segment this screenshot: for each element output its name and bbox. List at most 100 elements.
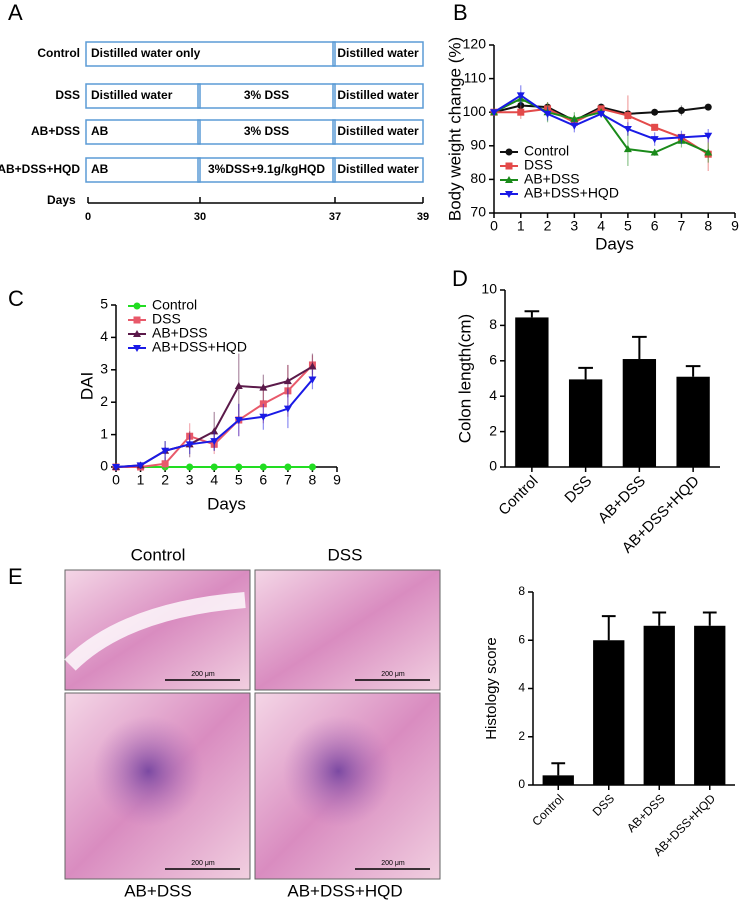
y-tick-label: 100 xyxy=(463,103,487,119)
legend-label: DSS xyxy=(152,311,181,327)
schedule-cell xyxy=(332,83,424,109)
marker xyxy=(235,463,243,471)
legend-label: DSS xyxy=(524,157,553,173)
marker xyxy=(186,463,194,471)
day-tick-label: 39 xyxy=(417,211,429,223)
bar xyxy=(622,359,657,467)
bar xyxy=(676,376,710,467)
x-tick-label: 6 xyxy=(651,218,659,234)
x-axis-label: Days xyxy=(595,234,634,253)
marker xyxy=(234,382,243,389)
schedule-cell xyxy=(332,41,424,67)
error-bar xyxy=(578,366,593,380)
cell-text: 3%DSS+9.1g/kgHQD xyxy=(208,162,325,176)
marker xyxy=(516,92,525,100)
marker xyxy=(543,110,552,118)
row-label: AB+DSS+HQD xyxy=(0,162,80,176)
y-tick-label: 8 xyxy=(518,584,525,598)
schedule-cell xyxy=(85,41,336,67)
y-tick-label: 8 xyxy=(489,316,497,332)
day-tick-label: 30 xyxy=(194,211,206,223)
panel-letter: B xyxy=(453,0,468,25)
bar xyxy=(643,625,675,785)
marker xyxy=(161,447,170,455)
schedule-cell xyxy=(85,83,201,109)
y-axis-label: DAI xyxy=(77,372,96,400)
y-axis-label: Colon length(cm) xyxy=(455,314,474,443)
legend-marker xyxy=(133,302,141,310)
x-tick-label: 8 xyxy=(704,218,712,234)
marker xyxy=(677,107,685,115)
marker xyxy=(570,122,579,130)
x-tick-label: 0 xyxy=(490,218,498,234)
y-tick-label: 0 xyxy=(489,458,497,474)
bar xyxy=(515,317,549,467)
y-tick-label: 70 xyxy=(470,204,486,220)
marker xyxy=(623,126,632,133)
marker xyxy=(283,405,292,413)
x-tick-label: 1 xyxy=(137,472,145,488)
bar xyxy=(542,775,574,785)
y-tick-label: 6 xyxy=(489,352,497,368)
x-tick-label: Control xyxy=(529,791,566,828)
schedule-cell xyxy=(85,157,201,183)
image-label: AB+DSS xyxy=(124,881,192,900)
panel-letter: C xyxy=(8,286,24,311)
x-tick-label: 3 xyxy=(186,472,194,488)
row-label: DSS xyxy=(55,88,80,102)
x-tick-label: 5 xyxy=(624,218,632,234)
y-axis-label: Body weight change (%) xyxy=(445,37,464,221)
error-bar xyxy=(632,335,647,360)
schedule-cell xyxy=(197,83,336,109)
y-tick-label: 3 xyxy=(100,361,108,377)
marker xyxy=(308,362,317,370)
scale-label: 200 μm xyxy=(381,671,405,678)
marker xyxy=(623,145,632,153)
marker xyxy=(283,377,292,385)
y-tick-label: 2 xyxy=(100,393,108,409)
panel-letter: D xyxy=(452,266,468,291)
cell-text: Distilled water only xyxy=(91,46,201,60)
x-tick-label: 9 xyxy=(731,218,739,234)
schedule-cell xyxy=(197,119,336,145)
histology-image xyxy=(64,569,251,691)
legend-marker xyxy=(505,191,513,198)
cell-text: Distilled water xyxy=(337,46,419,60)
day-tick-label: 0 xyxy=(85,211,91,223)
y-tick-label: 2 xyxy=(489,422,497,438)
cell-text: 3% DSS xyxy=(244,124,289,138)
marker xyxy=(161,460,169,468)
error-bar xyxy=(551,762,566,776)
legend-marker xyxy=(505,176,513,183)
marker xyxy=(651,108,659,116)
tissue-fold xyxy=(64,592,246,671)
bar xyxy=(593,640,625,785)
legend-label: AB+DSS+HQD xyxy=(152,339,247,355)
marker xyxy=(650,148,659,156)
error-bar xyxy=(524,310,540,318)
x-tick-label: 4 xyxy=(210,472,218,488)
x-tick-label: DSS xyxy=(590,791,617,818)
image-label: Control xyxy=(131,545,186,564)
error-bar xyxy=(652,611,667,626)
x-tick-label: 7 xyxy=(678,218,686,234)
infiltrate xyxy=(92,715,204,827)
marker xyxy=(677,134,686,142)
x-axis-label: Days xyxy=(207,494,246,513)
legend-label: AB+DSS+HQD xyxy=(524,185,619,201)
scale-label: 200 μm xyxy=(191,860,215,867)
legend-marker xyxy=(505,162,513,170)
error-bar xyxy=(702,611,717,626)
marker xyxy=(210,427,219,435)
image-label: AB+DSS+HQD xyxy=(287,881,402,900)
cell-text: Distilled water xyxy=(337,88,419,102)
histology-image xyxy=(254,569,441,691)
schedule-cell xyxy=(332,157,424,183)
y-tick-label: 4 xyxy=(518,681,525,695)
marker xyxy=(210,463,218,471)
marker xyxy=(234,417,243,425)
schedule-cell xyxy=(332,119,424,145)
y-tick-label: 5 xyxy=(100,296,108,312)
marker xyxy=(650,136,659,144)
